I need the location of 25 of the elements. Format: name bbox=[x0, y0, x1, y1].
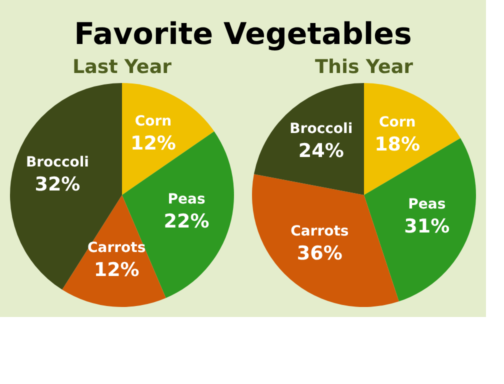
data-label: 12% bbox=[94, 258, 140, 281]
slice-label: Broccoli bbox=[26, 154, 89, 170]
slice-label: Corn bbox=[134, 113, 172, 130]
pie-slice bbox=[252, 174, 399, 307]
data-label: 24% bbox=[298, 140, 344, 162]
chart-subtitle: This Year bbox=[314, 56, 414, 78]
data-label: 18% bbox=[374, 134, 420, 156]
slice-label: Broccoli bbox=[290, 121, 353, 138]
data-label: 22% bbox=[164, 210, 210, 233]
slice-label: Carrots bbox=[88, 240, 146, 256]
slice-label: Peas bbox=[168, 192, 206, 208]
data-label: 32% bbox=[34, 173, 80, 196]
slice-label: Peas bbox=[408, 196, 446, 213]
data-label: 31% bbox=[404, 216, 450, 238]
pie-slice bbox=[364, 83, 460, 195]
pie-slice bbox=[122, 83, 214, 195]
data-label: 12% bbox=[130, 132, 176, 154]
data-label: 36% bbox=[296, 242, 342, 264]
pie-slice bbox=[364, 138, 476, 302]
pie-slice bbox=[254, 83, 364, 195]
slice-label: Corn bbox=[378, 114, 416, 131]
pie-slice bbox=[62, 195, 166, 307]
chart-subtitle: Last Year bbox=[72, 56, 172, 78]
slice-label: Carrots bbox=[290, 223, 349, 240]
chart-title: Favorite Vegetables bbox=[74, 17, 412, 52]
